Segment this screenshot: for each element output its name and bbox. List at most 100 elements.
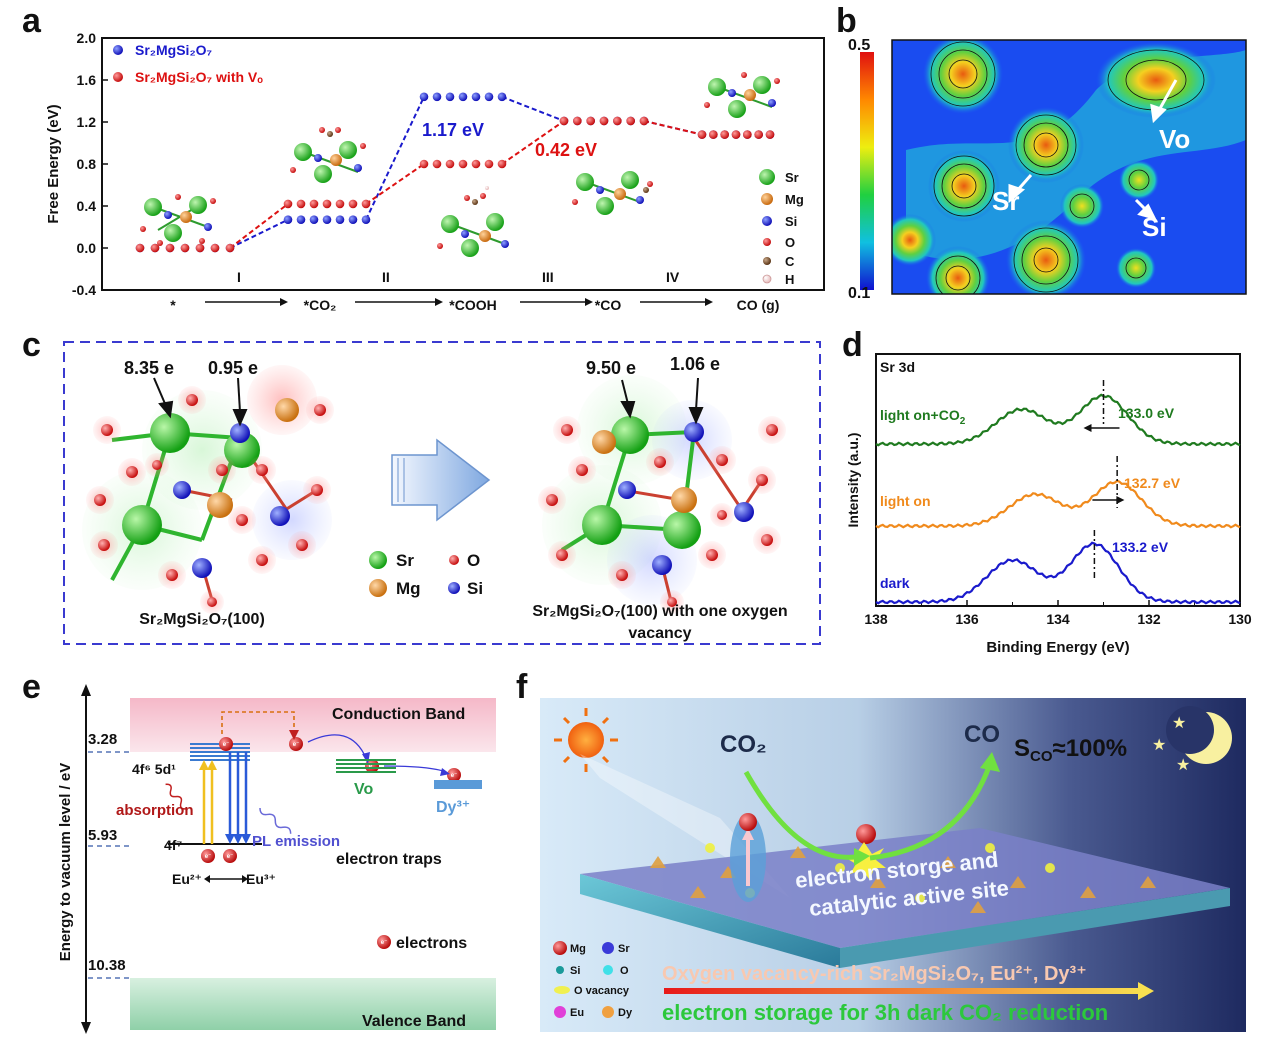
electron-ground-2 (223, 849, 237, 863)
energy-point (599, 116, 609, 126)
legend-f-si-marker (556, 966, 564, 974)
atom-legend-mg: Mg (785, 192, 804, 207)
legend-f-eu: Eu (570, 1007, 584, 1019)
energy-point (322, 199, 332, 209)
energy-point (283, 199, 293, 209)
caption-pristine: Sr₂MgSi₂O₇(100) (139, 611, 265, 628)
energy-point (639, 116, 649, 126)
legend-si-marker (448, 582, 460, 594)
absorption-label: absorption (116, 802, 194, 819)
x-tick-label: 130 (1228, 611, 1252, 627)
legend-pristine: Sr₂MgSi₂O₇ (135, 42, 212, 58)
energy-point (458, 92, 468, 102)
eu-redox-right: Eu³⁺ (246, 871, 276, 887)
series-points (135, 92, 775, 253)
level-5-93: 5.93 (88, 827, 117, 844)
atom-legend-f: Mg Sr Si O O vacancy Eu Dy (553, 941, 633, 1019)
energy-point (471, 159, 481, 169)
legend-o: O (467, 551, 480, 570)
legend-mg: Mg (396, 579, 421, 598)
state-lower: 4f⁷ (164, 837, 182, 853)
atom-legend-c: C (785, 254, 795, 269)
x-tick-label: 134 (1046, 611, 1070, 627)
legend-f-o-marker (603, 965, 613, 975)
energy-point (135, 243, 145, 253)
structure-vacancy (538, 375, 786, 614)
energy-point (348, 215, 358, 224)
gradient-bar-arrowhead (1138, 982, 1154, 1000)
electron-rising (739, 813, 757, 831)
energy-point (180, 243, 190, 253)
step-label-1: I (237, 269, 241, 285)
energy-point (471, 92, 481, 102)
structure-pristine (82, 365, 334, 614)
connector-line (229, 218, 289, 249)
electron-cb-symbol: e⁻ (293, 742, 300, 748)
x-axis-d: 138 136 134 132 130 (864, 600, 1252, 627)
x-tick-label: 132 (1137, 611, 1161, 627)
energy-point (361, 215, 371, 224)
atom-legend-mg-marker (761, 193, 773, 205)
energy-point (335, 199, 345, 209)
atom-legend-h: H (785, 272, 794, 287)
energy-point (335, 215, 345, 224)
y-tick-label: 0.0 (77, 240, 97, 256)
legend-o-marker (449, 555, 459, 565)
conduction-band-label: Conduction Band (332, 706, 465, 723)
atom-legend-c: Sr O Mg Si (369, 551, 483, 598)
energy-point (613, 116, 622, 126)
energy-point (432, 159, 442, 169)
energy-point (445, 92, 455, 102)
selectivity-label: SCO≈100% (1014, 735, 1127, 765)
electron-ground-2-symbol: e⁻ (227, 854, 234, 860)
legend-vacancy: Sr₂MgSi₂O₇ with Vₒ (135, 69, 263, 85)
state-upper: 4f⁶ 5d¹ (132, 761, 176, 777)
panel-c-bader-charge: 8.35 e 0.95 e Sr₂MgSi₂O₇(100) Sr O Mg Si (63, 341, 821, 645)
peak-label-co2: 133.0 eV (1118, 405, 1175, 421)
star-icons: ★ ★ ★ (1152, 715, 1190, 774)
material-title: Oxygen vacancy-rich Sr₂MgSi₂O₇, Eu²⁺, Dy… (662, 963, 1087, 985)
step-label-3: III (542, 269, 554, 285)
x-tick-label: 138 (864, 611, 888, 627)
y-axis: 2.0 1.6 1.2 0.8 0.4 0.0 -0.4 (72, 30, 108, 298)
x-category-label: CO (g) (737, 297, 780, 313)
connector-line (501, 120, 565, 165)
legend-f-si: Si (570, 965, 580, 977)
panel-label-f: f (516, 668, 528, 706)
legend-f-sr-marker (602, 942, 614, 954)
atom-legend-si: Si (785, 214, 797, 229)
dashed-frame (63, 341, 821, 645)
energy-point (348, 199, 358, 209)
energy-point (484, 92, 494, 102)
panel-a-free-energy-chart: 2.01.61.20.80.40.0-0.4 Free Energy (eV) … (45, 30, 825, 313)
level-3-28: 3.28 (88, 731, 117, 748)
energy-point (195, 243, 205, 253)
x-category-label: *CO (595, 297, 622, 313)
energy-point (432, 92, 442, 102)
electron-legend-symbol: e⁻ (381, 940, 388, 946)
barrier-vacancy: 0.42 eV (535, 140, 597, 160)
energy-point (419, 92, 429, 102)
energy-point (765, 130, 775, 139)
legend-sr: Sr (396, 551, 414, 570)
y-tick-label: 1.6 (77, 72, 97, 88)
legend-f-sr: Sr (618, 943, 630, 955)
density-map (892, 40, 1246, 294)
structure-product (704, 72, 780, 118)
panel-label-a: a (22, 2, 41, 40)
caption-vacancy-line1: Sr₂MgSi₂O₇(100) with one oxygen (532, 603, 787, 620)
svg-text:★: ★ (1172, 715, 1186, 732)
energy-point (296, 199, 306, 209)
panel-b-charge-density-map: 0.5 0.1 Vo Sr Si (848, 37, 1247, 300)
structure-co2 (290, 127, 366, 183)
series-label-light: light on (880, 493, 931, 509)
reaction-steps: I II III IV (205, 269, 713, 306)
energy-point (626, 116, 635, 126)
energy-point (484, 159, 494, 169)
label-si: Si (1142, 212, 1167, 242)
panel-label-e: e (22, 668, 41, 706)
gradient-bar (664, 988, 1144, 994)
x-category-label: * (170, 297, 176, 313)
panel-f-mechanism-illustration: ★★★ CO₂ CO SCO≈100% electron storge and … (540, 698, 1246, 1032)
energy-point (361, 199, 371, 209)
